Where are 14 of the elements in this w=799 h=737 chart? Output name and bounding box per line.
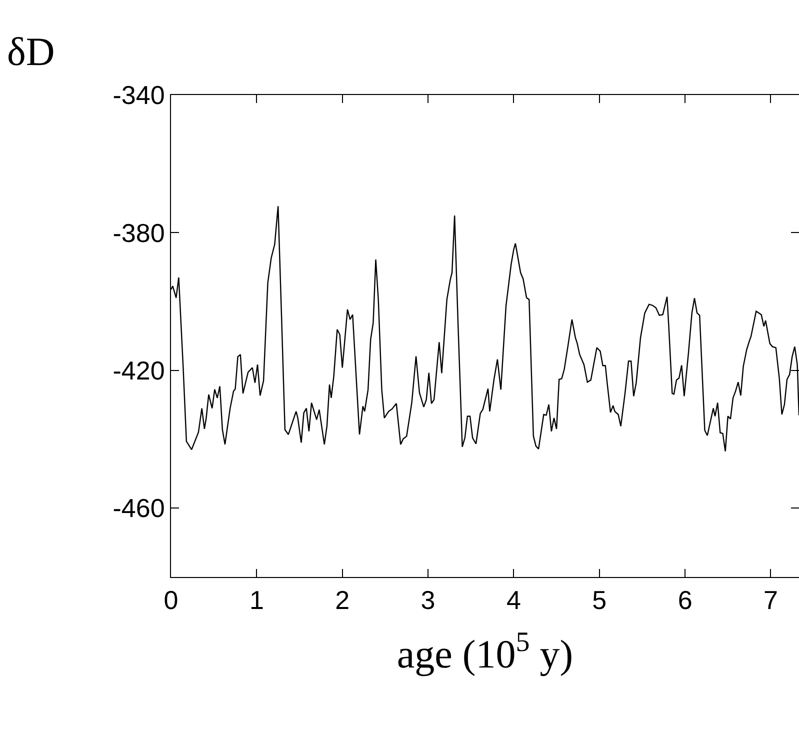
x-tick-label: 4 (506, 585, 521, 616)
x-tick-label: 2 (335, 585, 350, 616)
y-tick-label: -420 (112, 356, 165, 386)
y-tick-label: -380 (112, 218, 165, 248)
x-tick-label: 7 (763, 585, 778, 616)
y-axis-title: δD (7, 29, 55, 74)
x-tick-label: 0 (164, 585, 178, 616)
x-tick-label: 1 (249, 585, 264, 616)
x-tick-label: 3 (420, 585, 436, 616)
x-tick-label: 5 (592, 585, 607, 616)
x-axis-title: age (10$^{5}$ y) (396, 626, 574, 677)
x-tick-label: 6 (678, 585, 692, 616)
y-tick-label: -340 (112, 80, 165, 110)
y-tick-label: -460 (112, 493, 165, 524)
